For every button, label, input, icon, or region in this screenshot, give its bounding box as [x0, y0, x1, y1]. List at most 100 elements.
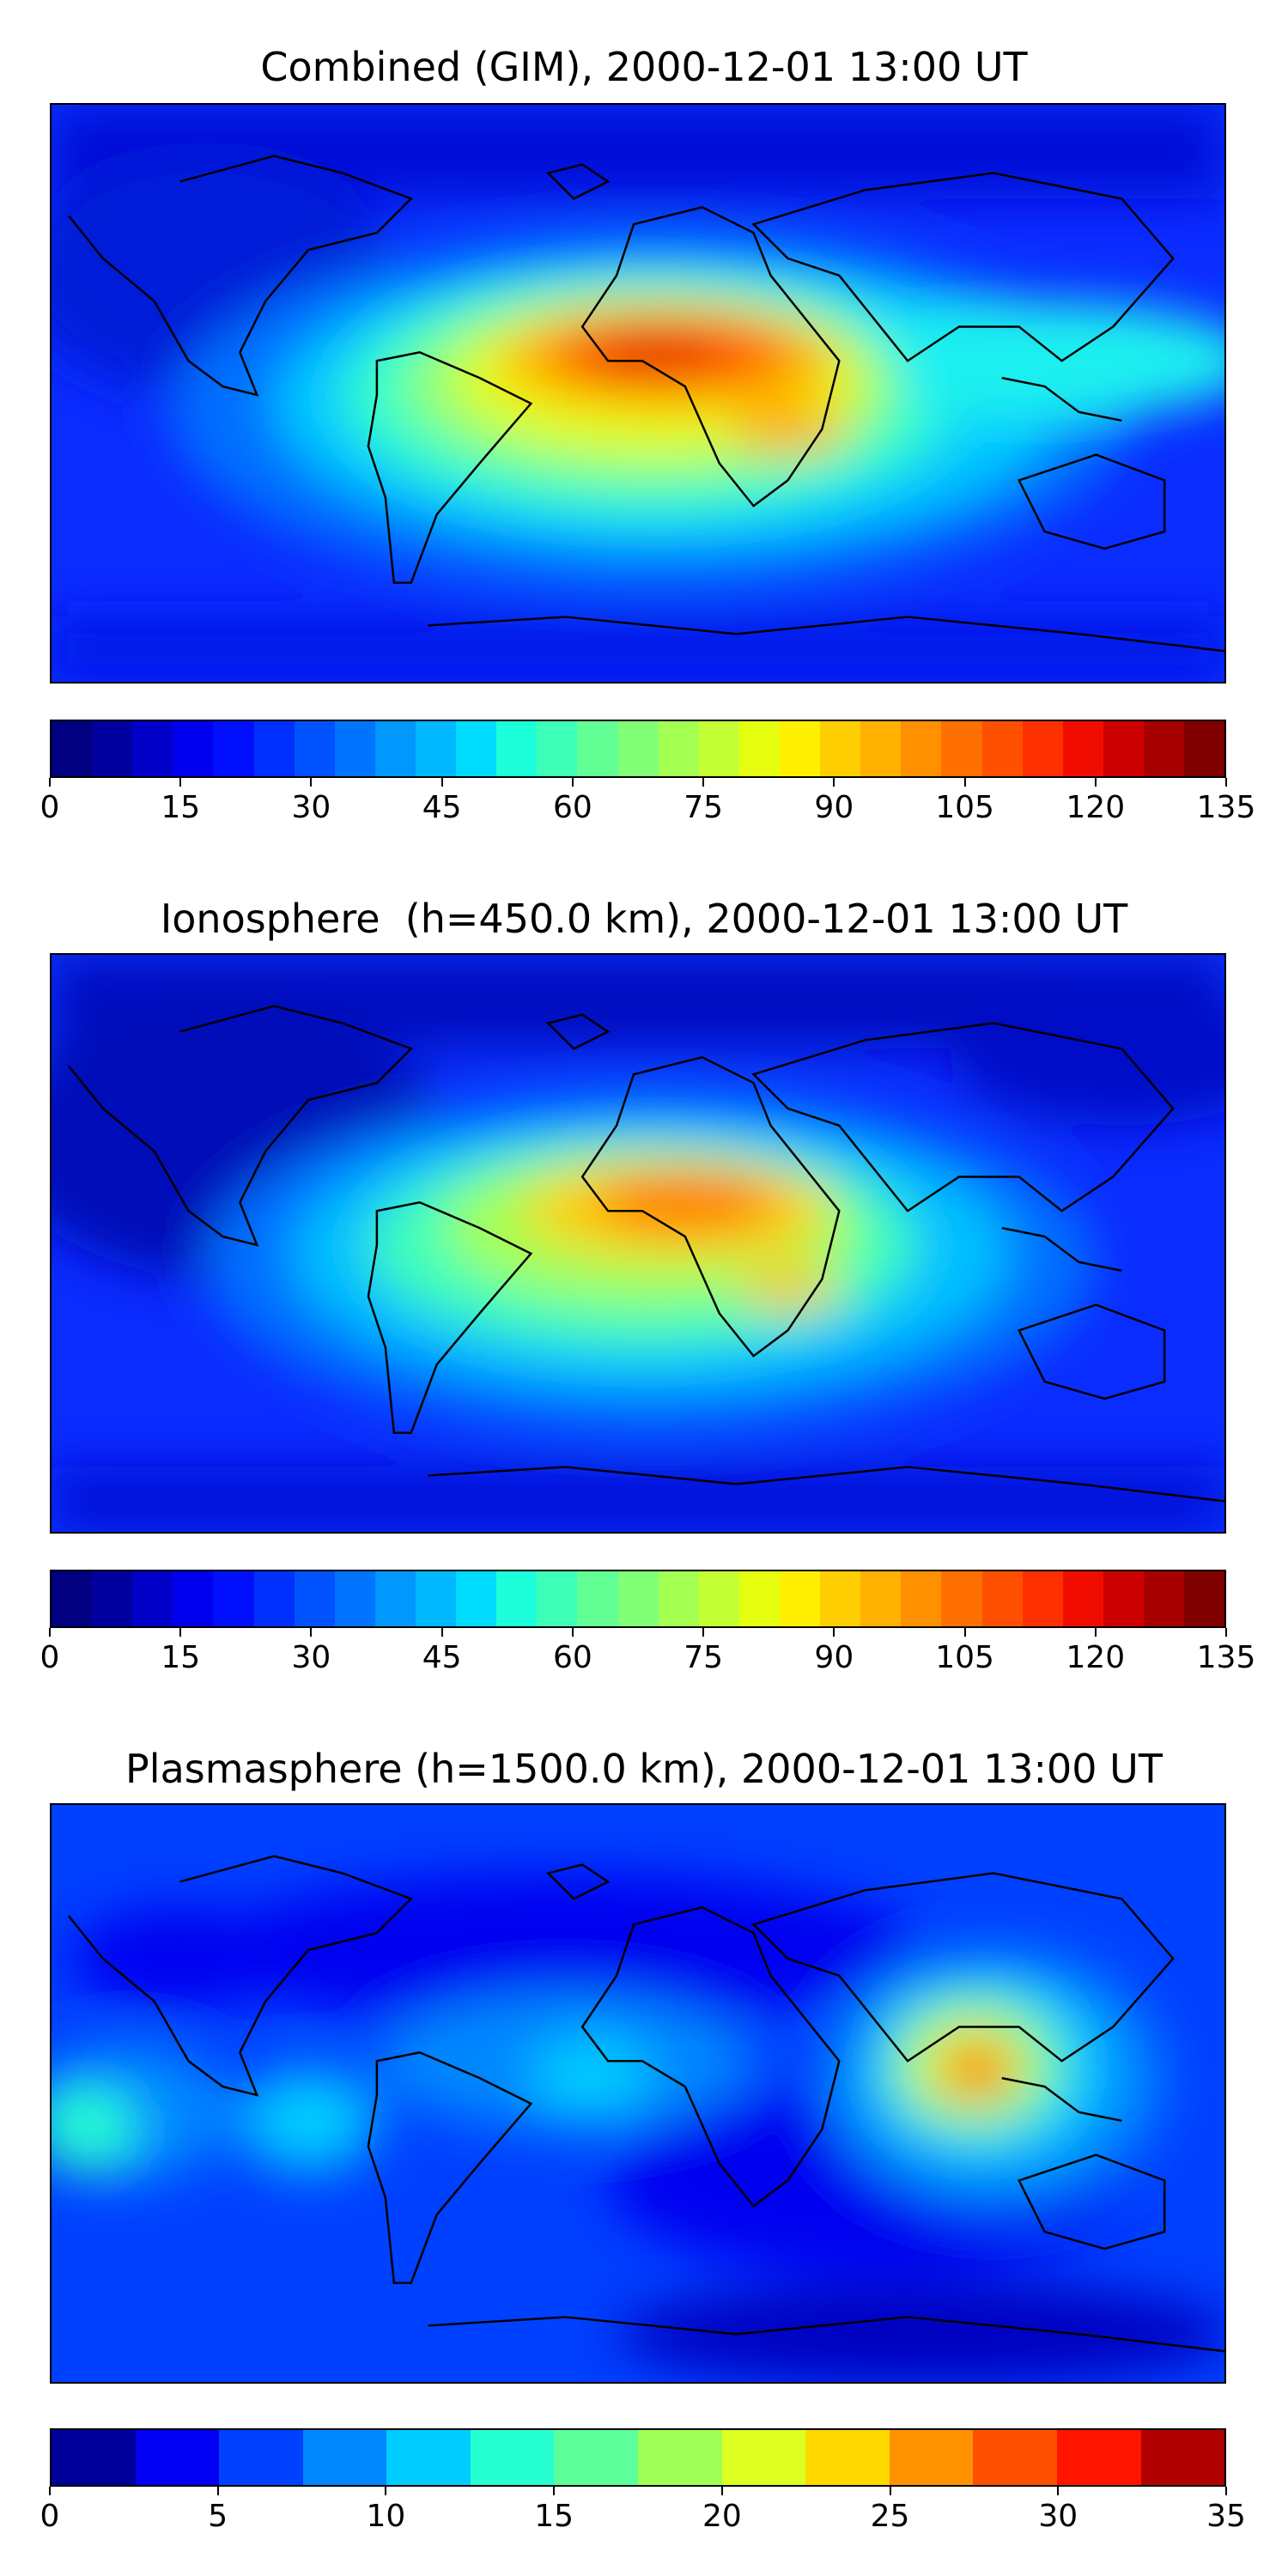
colorbar-swatch [981, 1571, 1023, 1626]
colorbar-ionosphere [50, 1570, 1226, 1628]
colorbar-tick-label: 45 [422, 1640, 462, 1675]
colorbar-tick-label: 5 [208, 2499, 228, 2534]
colorbar-plasmasphere [50, 2428, 1226, 2487]
colorbar-tick-label: 0 [39, 790, 60, 825]
colorbar-swatch [1143, 721, 1185, 776]
colorbar-tick-label: 120 [1066, 1640, 1126, 1675]
colorbar-tick-label: 135 [1196, 1640, 1256, 1675]
colorbar-swatch [537, 1571, 578, 1626]
colorbar-tick-label: 20 [702, 2499, 742, 2534]
colorbar-swatch [386, 2430, 471, 2485]
colorbar-swatch [334, 1571, 375, 1626]
colorbar-swatch [779, 721, 821, 776]
colorbar-tick-label: 75 [683, 790, 724, 825]
coastlines [67, 155, 1224, 653]
colorbar-ticks: 0 15 30 45 60 75 90 105 120 135 [40, 1628, 1255, 1680]
colorbar-swatch [1062, 721, 1103, 776]
colorbar-swatch [738, 1571, 780, 1626]
colorbar-swatch [577, 1571, 618, 1626]
colorbar-swatch [52, 1571, 93, 1626]
colorbar-tick-label: 75 [683, 1640, 724, 1675]
colorbar-swatch [1022, 1571, 1063, 1626]
colorbar-swatch [805, 2430, 890, 2485]
colorbar-tick-label: 45 [422, 790, 462, 825]
colorbar-swatch [92, 721, 133, 776]
colorbar-tick-label: 25 [870, 2499, 910, 2534]
colorbar-swatch [973, 2430, 1057, 2485]
colorbar-swatch [52, 721, 93, 776]
colorbar-swatch [638, 2430, 722, 2485]
colorbar-swatch [294, 721, 335, 776]
colorbar-tick-label: 30 [291, 1640, 331, 1675]
colorbar-swatch [889, 2430, 974, 2485]
tec-map [52, 105, 1224, 682]
map-combined [50, 103, 1226, 683]
colorbar-swatch [658, 721, 699, 776]
colorbar-swatch [456, 721, 497, 776]
colorbar-swatch [577, 721, 618, 776]
panel-title: Plasmasphere (h=1500.0 km), 2000-12-01 1… [125, 1746, 1163, 1792]
colorbar-swatch [132, 1571, 173, 1626]
colorbar-swatch [537, 721, 578, 776]
colorbar-swatch [213, 1571, 254, 1626]
colorbar-swatch [1062, 1571, 1103, 1626]
colorbar-ticks: 0 5 10 15 20 25 30 35 [40, 2487, 1246, 2538]
colorbar-swatch [941, 1571, 982, 1626]
colorbar-tick-label: 60 [552, 790, 592, 825]
map-ionosphere [50, 953, 1226, 1534]
colorbar-swatch [554, 2430, 639, 2485]
colorbar-tick-label: 0 [39, 2499, 60, 2534]
colorbar-swatch [294, 1571, 335, 1626]
colorbar-swatch [415, 721, 457, 776]
colorbar-swatch [1184, 1571, 1224, 1626]
colorbar-swatch [1022, 721, 1063, 776]
colorbar-swatch [213, 721, 254, 776]
colorbar-swatch [173, 721, 214, 776]
colorbar-tick-label: 30 [1038, 2499, 1078, 2534]
colorbar-swatch [901, 721, 942, 776]
colorbar-swatch [52, 2430, 136, 2485]
colorbar-swatch [1143, 1571, 1185, 1626]
colorbar-swatch [617, 1571, 659, 1626]
colorbar-tick-label: 105 [935, 1640, 994, 1675]
colorbar-swatch [334, 721, 375, 776]
colorbar-tick-label: 90 [814, 790, 854, 825]
colorbar-swatch [219, 2430, 303, 2485]
colorbar-tick-label: 15 [161, 790, 201, 825]
map-plasmasphere [50, 1803, 1226, 2384]
colorbar-swatch [981, 721, 1023, 776]
colorbar-swatch [779, 1571, 821, 1626]
colorbar-swatch [135, 2430, 220, 2485]
colorbar-swatch [1140, 2430, 1224, 2485]
colorbar-swatch [456, 1571, 497, 1626]
colorbar-swatch [496, 1571, 538, 1626]
colorbar-tick-label: 105 [935, 790, 994, 825]
colorbar-swatch [253, 721, 295, 776]
colorbar-swatch [374, 1571, 416, 1626]
tec-map [52, 955, 1224, 1532]
coastlines [67, 1005, 1224, 1503]
colorbar-swatch [658, 1571, 699, 1626]
colorbar-swatch [173, 1571, 214, 1626]
colorbar-tick-label: 135 [1196, 790, 1256, 825]
colorbar-swatch [1184, 721, 1224, 776]
colorbar-swatch [132, 721, 173, 776]
colorbar-swatch [496, 721, 538, 776]
colorbar-swatch [738, 721, 780, 776]
colorbar-swatch [1056, 2430, 1141, 2485]
colorbar-swatch [860, 1571, 902, 1626]
colorbar-swatch [820, 1571, 861, 1626]
colorbar-swatch [698, 721, 739, 776]
colorbar-swatch [470, 2430, 555, 2485]
colorbar-swatch [1103, 1571, 1144, 1626]
colorbar-swatch [698, 1571, 739, 1626]
panel-title: Ionosphere (h=450.0 km), 2000-12-01 13:0… [160, 896, 1128, 942]
colorbar-swatch [92, 1571, 133, 1626]
colorbar-tick-label: 90 [814, 1640, 854, 1675]
colorbar-swatch [302, 2430, 387, 2485]
colorbar-tick-label: 120 [1066, 790, 1126, 825]
colorbar-tick-label: 15 [161, 1640, 201, 1675]
colorbar-swatch [941, 721, 982, 776]
panel-title: Combined (GIM), 2000-12-01 13:00 UT [260, 44, 1028, 90]
colorbar-swatch [860, 721, 902, 776]
